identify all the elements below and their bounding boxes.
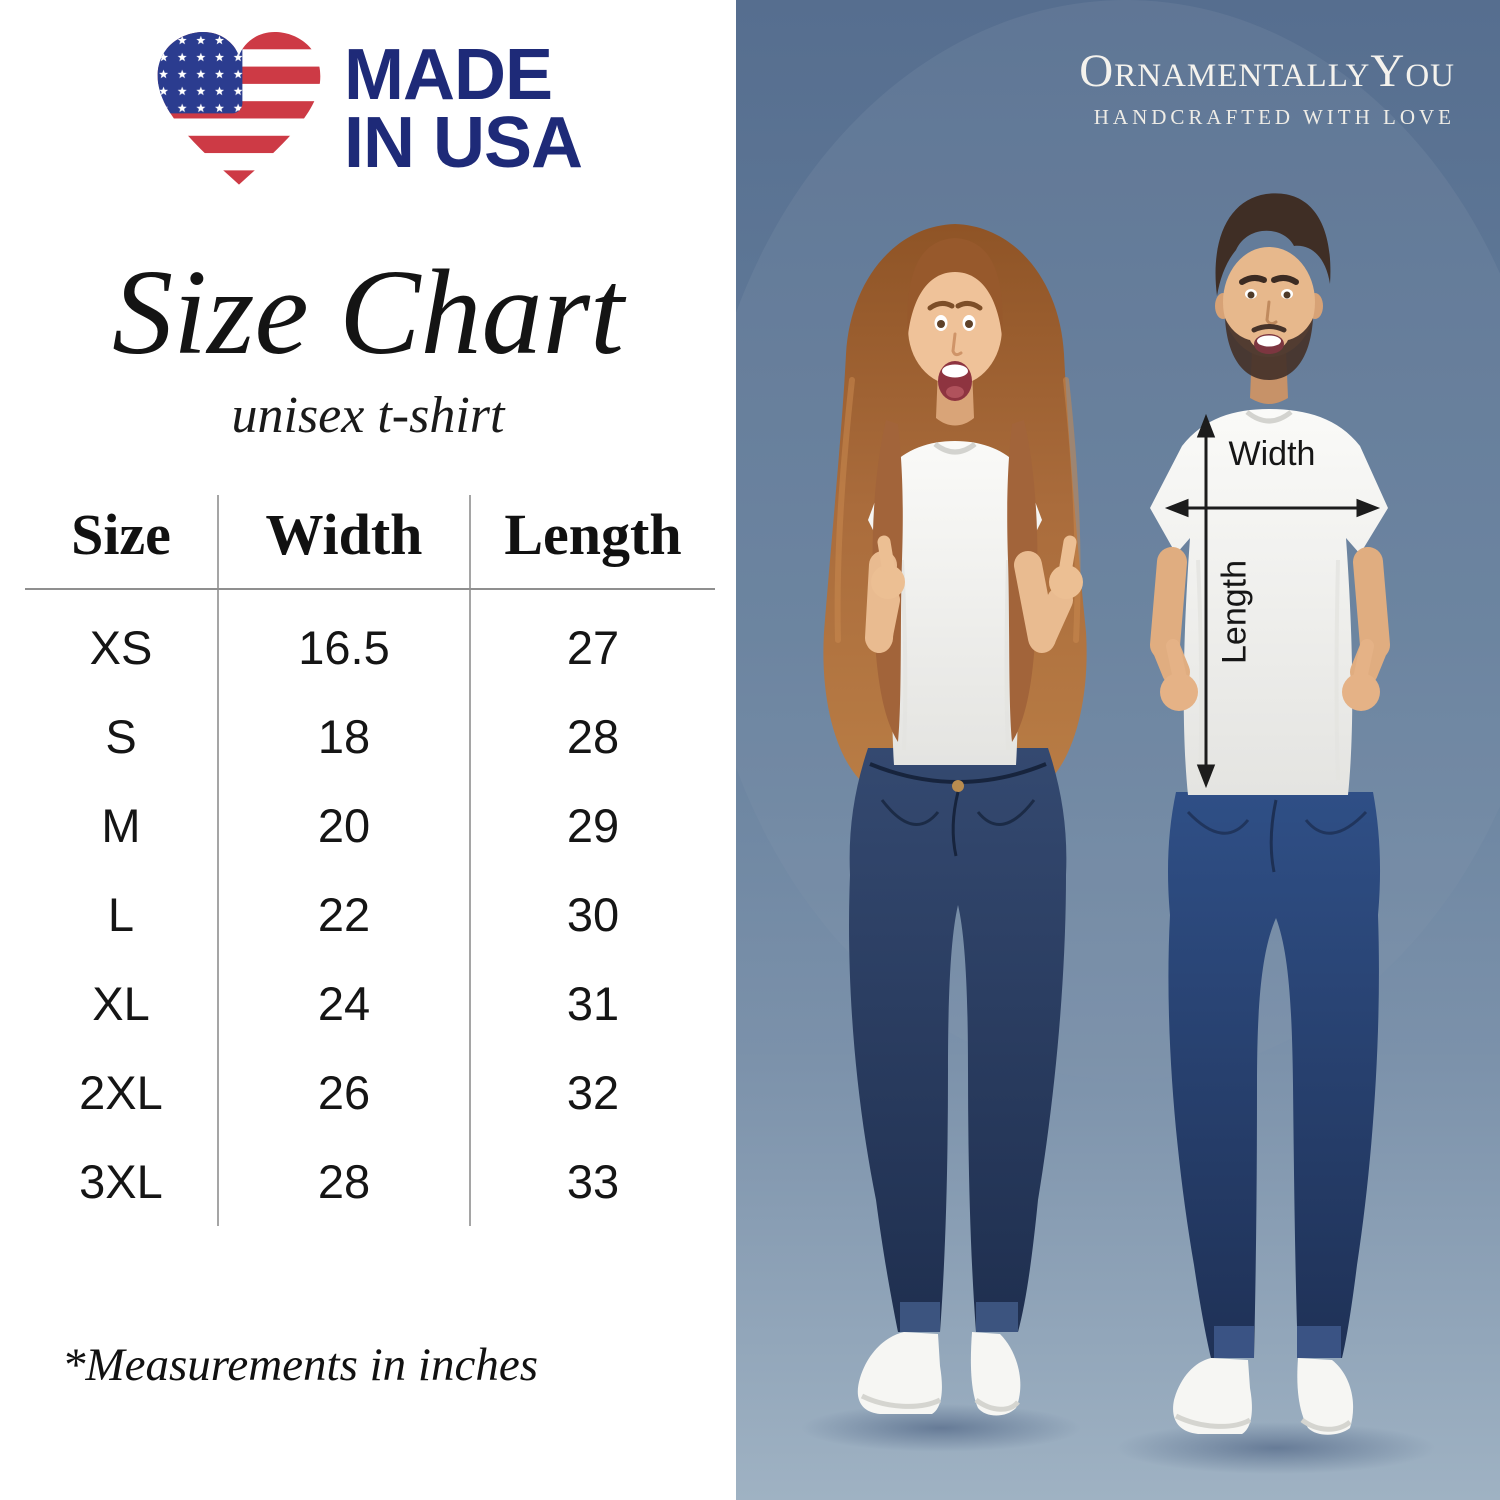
couple-photo-illustration — [736, 0, 1500, 1500]
width-cell: 22 — [218, 870, 471, 959]
measurement-arrows — [1164, 413, 1381, 789]
size-cell: 3XL — [25, 1137, 219, 1226]
table-row: L 22 30 — [25, 870, 715, 959]
width-label: Width — [1228, 435, 1316, 473]
header-length: Length — [470, 495, 715, 590]
length-cell: 28 — [566, 710, 620, 763]
width-cell: 18 — [218, 692, 471, 781]
made-in-usa-badge: MADE IN USA — [154, 32, 583, 188]
table-row: M 20 29 — [25, 781, 715, 870]
width-cell: 16.5 — [218, 589, 471, 692]
size-cell: L — [25, 870, 219, 959]
usa-heart-flag-icon — [157, 32, 321, 185]
width-cell: 24 — [218, 959, 471, 1048]
size-cell: XL — [25, 959, 219, 1048]
size-cell: M — [25, 781, 219, 870]
length-cell: 30 — [566, 888, 620, 941]
size-cell: 2XL — [25, 1048, 219, 1137]
measurements-footnote: *Measurements in inches — [62, 1339, 538, 1391]
length-cell: 31 — [566, 977, 620, 1030]
table-row: 2XL 26 32 — [25, 1048, 715, 1137]
length-cell: 29 — [566, 799, 620, 852]
length-label: Length — [1215, 560, 1254, 664]
table-header-row: Size Width Length — [25, 495, 715, 590]
length-cell: 33 — [566, 1155, 620, 1208]
table-row: 3XL 28 33 — [25, 1137, 715, 1226]
brand-tagline: HANDCRAFTED WITH LOVE — [1093, 105, 1455, 129]
length-arrow — [1196, 413, 1216, 789]
header-size: Size — [25, 495, 219, 590]
length-cell: 27 — [566, 621, 620, 674]
width-arrow — [1164, 498, 1381, 518]
left-panel: MADE IN USA Size Chart unisex t-shirt Si… — [0, 0, 736, 1500]
made-in-usa-text: MADE IN USA — [343, 35, 583, 183]
size-cell: XS — [25, 589, 219, 692]
brand-name: OrnamentallyYou — [1079, 45, 1455, 97]
size-table: Size Width Length XS 16.5 27 S 18 28 M — [25, 495, 715, 1226]
width-cell: 28 — [218, 1137, 471, 1226]
width-cell: 26 — [218, 1048, 471, 1137]
woman-figure — [823, 224, 1087, 1416]
made-line-1: MADE — [343, 35, 553, 116]
brand-logo: OrnamentallyYou HANDCRAFTED WITH LOVE — [1079, 48, 1455, 130]
size-cell: S — [25, 692, 219, 781]
length-cell: 32 — [566, 1066, 620, 1119]
table-row: XL 24 31 — [25, 959, 715, 1048]
page-title: Size Chart — [112, 245, 624, 380]
header-width: Width — [218, 495, 471, 590]
man-figure — [1150, 193, 1390, 1435]
photo-panel: OrnamentallyYou HANDCRAFTED WITH LOVE Wi… — [736, 0, 1500, 1500]
page-subtitle: unisex t-shirt — [231, 387, 505, 444]
table-row: S 18 28 — [25, 692, 715, 781]
width-cell: 20 — [218, 781, 471, 870]
made-line-2: IN USA — [343, 103, 583, 183]
table-row: XS 16.5 27 — [25, 589, 715, 692]
